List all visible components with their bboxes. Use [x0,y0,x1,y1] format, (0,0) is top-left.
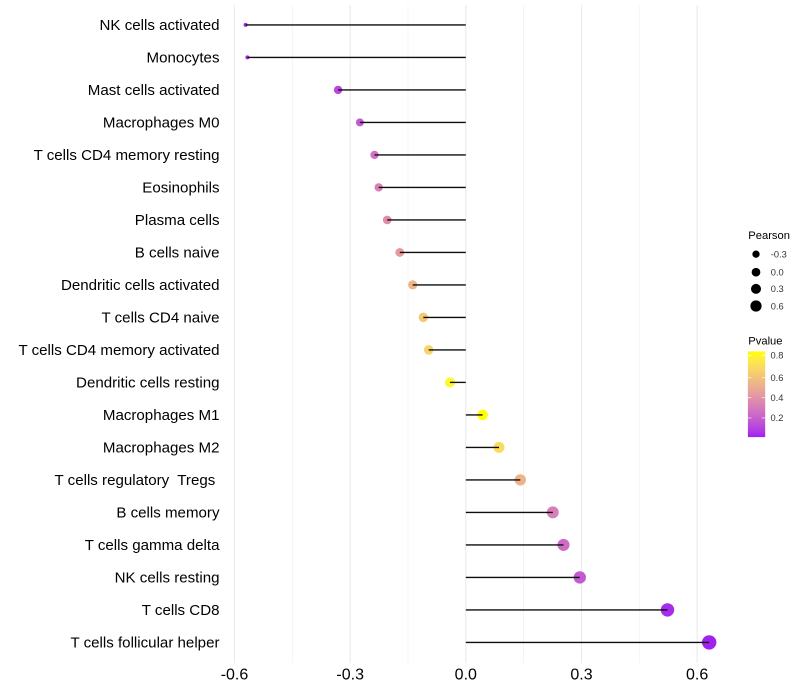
svg-text:0.3: 0.3 [771,284,784,294]
svg-text:T cells follicular helper: T cells follicular helper [70,635,219,652]
svg-text:B cells memory: B cells memory [116,505,220,522]
svg-text:T cells CD4 naive: T cells CD4 naive [101,310,219,327]
svg-text:Macrophages M1: Macrophages M1 [103,407,220,424]
svg-text:0.0: 0.0 [455,667,477,684]
svg-text:-0.3: -0.3 [771,250,787,260]
svg-text:T cells CD4 memory resting: T cells CD4 memory resting [34,147,220,164]
svg-text:0.8: 0.8 [771,351,784,361]
svg-text:NK cells resting: NK cells resting [115,570,220,587]
svg-text:-0.3: -0.3 [336,667,364,684]
svg-text:Dendritic cells activated: Dendritic cells activated [61,277,220,294]
svg-text:NK cells activated: NK cells activated [100,17,220,34]
svg-text:0.4: 0.4 [771,393,784,403]
svg-text:0.6: 0.6 [771,373,784,383]
svg-text:0.3: 0.3 [570,667,592,684]
svg-text:0.2: 0.2 [771,413,784,423]
svg-text:T cells CD8: T cells CD8 [142,602,220,619]
svg-text:0.6: 0.6 [771,301,784,311]
svg-text:-0.6: -0.6 [221,667,249,684]
svg-text:Dendritic cells resting: Dendritic cells resting [76,375,219,392]
svg-text:B cells naive: B cells naive [135,245,220,262]
svg-text:Pearson: Pearson [748,230,790,242]
svg-text:Pvalue: Pvalue [748,336,782,348]
svg-text:Mast cells activated: Mast cells activated [88,82,220,99]
svg-text:T cells regulatory Tregs: T cells regulatory Tregs [55,472,220,489]
svg-text:Macrophages M0: Macrophages M0 [103,115,220,132]
svg-text:0.0: 0.0 [771,268,784,278]
svg-text:T cells CD4 memory activated: T cells CD4 memory activated [18,342,219,359]
svg-text:0.6: 0.6 [686,667,708,684]
svg-text:T cells gamma delta: T cells gamma delta [85,537,220,554]
svg-text:Plasma cells: Plasma cells [135,212,220,229]
svg-text:Macrophages M2: Macrophages M2 [103,440,220,457]
svg-text:Monocytes: Monocytes [147,50,220,67]
svg-text:Eosinophils: Eosinophils [142,180,219,197]
